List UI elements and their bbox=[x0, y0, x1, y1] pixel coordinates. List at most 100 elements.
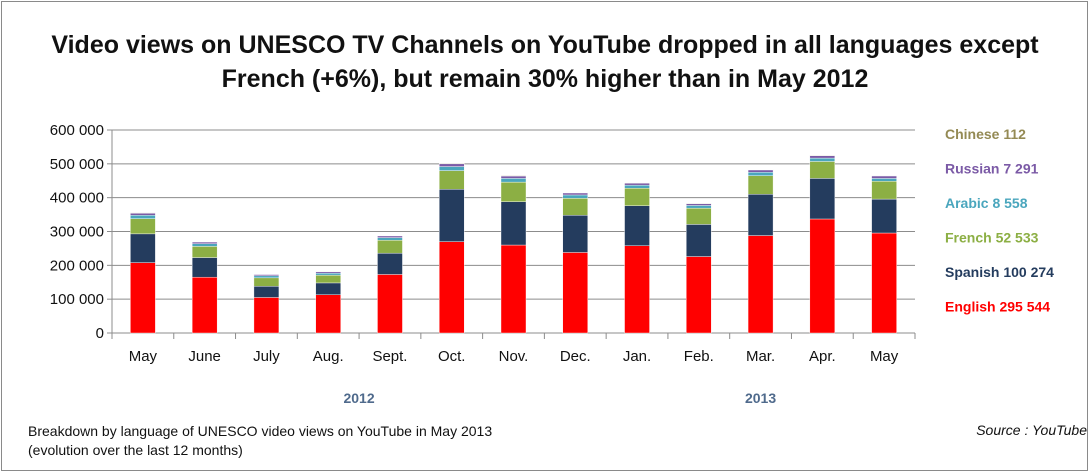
bar-segment-french bbox=[748, 176, 773, 195]
bar-segment-french bbox=[625, 188, 650, 206]
bar-segment-french bbox=[810, 161, 835, 178]
bar-segment-russian bbox=[563, 193, 588, 195]
y-tick-label: 400 000 bbox=[50, 190, 104, 207]
x-tick-label: Jan. bbox=[623, 348, 651, 365]
bar-segment-arabic bbox=[254, 276, 279, 278]
bar-segment-french bbox=[872, 181, 897, 199]
x-tick-label: Apr. bbox=[809, 348, 836, 365]
bar-segment-english bbox=[377, 274, 402, 333]
bar-segment-spanish bbox=[872, 199, 897, 233]
bar-segment-english bbox=[501, 245, 526, 333]
bar-segment-spanish bbox=[810, 178, 835, 219]
y-tick-label: 300 000 bbox=[50, 224, 104, 241]
bar-segment-spanish bbox=[686, 224, 711, 256]
x-tick-label: Sept. bbox=[372, 348, 407, 365]
year-labels: 2012 2013 bbox=[343, 390, 776, 406]
bar-segment-spanish bbox=[377, 253, 402, 274]
bar-segment-arabic bbox=[377, 238, 402, 241]
x-tick-label: Oct. bbox=[438, 348, 466, 365]
y-tick-label: 100 000 bbox=[50, 291, 104, 308]
bar-segment-english bbox=[130, 263, 155, 333]
bars bbox=[130, 155, 896, 333]
bar-segment-russian bbox=[192, 242, 217, 244]
bar-segment-english bbox=[625, 246, 650, 333]
bar-segment-english bbox=[254, 297, 279, 333]
bar-segment-english bbox=[563, 252, 588, 333]
bar-segment-spanish bbox=[563, 215, 588, 252]
x-tick-label: Nov. bbox=[499, 348, 529, 365]
bar-segment-russian bbox=[377, 236, 402, 238]
bar-segment-arabic bbox=[192, 244, 217, 247]
source-note: Source : YouTube bbox=[976, 422, 1087, 438]
bar-segment-english bbox=[192, 277, 217, 333]
bar-segment-russian bbox=[501, 176, 526, 178]
legend-entry: Chinese 112 bbox=[945, 126, 1026, 142]
x-tick-label: Aug. bbox=[313, 348, 344, 365]
bar-segment-english bbox=[686, 257, 711, 333]
bar-segment-spanish bbox=[748, 194, 773, 235]
x-tick-label: Feb. bbox=[684, 348, 714, 365]
y-tick-label: 500 000 bbox=[50, 156, 104, 173]
legend-entry: Arabic 8 558 bbox=[945, 195, 1028, 211]
bar-segment-french bbox=[130, 219, 155, 234]
x-tick-label: May bbox=[870, 348, 899, 365]
y-axis-ticks: 0 100 000 200 000 300 000 400 000 500 000 600 … bbox=[50, 122, 112, 342]
caption-line-2: (evolution over the last 12 months) bbox=[28, 441, 492, 460]
bar-segment-arabic bbox=[501, 178, 526, 182]
bar-segment-russian bbox=[316, 272, 341, 273]
year-label: 2013 bbox=[745, 390, 776, 406]
bar-segment-french bbox=[501, 182, 526, 202]
bar-segment-russian bbox=[748, 170, 773, 172]
bar-segment-english bbox=[810, 219, 835, 333]
bar-segment-french bbox=[316, 275, 341, 283]
bar-segment-arabic bbox=[748, 172, 773, 175]
legend-entry: Spanish 100 274 bbox=[945, 264, 1054, 280]
x-tick-label: June bbox=[188, 348, 221, 365]
bar-segment-spanish bbox=[254, 286, 279, 297]
bar-segment-spanish bbox=[192, 258, 217, 278]
bar-segment-spanish bbox=[130, 234, 155, 263]
bar-segment-spanish bbox=[439, 189, 464, 241]
bar-segment-english bbox=[872, 233, 897, 333]
bar-segment-french bbox=[439, 171, 464, 190]
bar-segment-spanish bbox=[501, 202, 526, 245]
y-tick-label: 200 000 bbox=[50, 257, 104, 274]
caption-line-1: Breakdown by language of UNESCO video vi… bbox=[28, 422, 492, 441]
bar-segment-russian bbox=[872, 176, 897, 178]
bar-segment-russian bbox=[439, 164, 464, 167]
bar-segment-chinese bbox=[439, 163, 464, 164]
year-label: 2012 bbox=[343, 390, 374, 406]
bar-segment-english bbox=[439, 242, 464, 333]
x-tick-label: Dec. bbox=[560, 348, 591, 365]
bar-segment-russian bbox=[686, 204, 711, 206]
bar-segment-french bbox=[192, 246, 217, 257]
bar-segment-russian bbox=[810, 156, 835, 158]
bar-segment-arabic bbox=[872, 178, 897, 181]
bar-segment-french bbox=[254, 278, 279, 286]
x-tick-label: Mar. bbox=[746, 348, 775, 365]
bar-segment-french bbox=[377, 240, 402, 253]
y-tick-label: 0 bbox=[96, 325, 104, 342]
bar-segment-russian bbox=[254, 274, 279, 275]
chart-caption: Breakdown by language of UNESCO video vi… bbox=[28, 422, 492, 460]
bar-segment-english bbox=[316, 295, 341, 333]
bar-segment-french bbox=[686, 208, 711, 224]
bar-segment-spanish bbox=[625, 206, 650, 246]
legend-entry: English 295 544 bbox=[945, 299, 1050, 315]
bar-segment-english bbox=[748, 236, 773, 333]
bar-segment-chinese bbox=[501, 176, 526, 177]
bar-segment-arabic bbox=[625, 185, 650, 188]
bar-segment-arabic bbox=[810, 158, 835, 161]
bar-segment-french bbox=[563, 198, 588, 215]
x-tick-label: May bbox=[129, 348, 158, 365]
bar-segment-russian bbox=[130, 213, 155, 215]
y-tick-label: 600 000 bbox=[50, 122, 104, 139]
bar-segment-russian bbox=[625, 183, 650, 185]
bar-segment-arabic bbox=[130, 215, 155, 218]
bar-segment-arabic bbox=[563, 195, 588, 198]
bar-segment-arabic bbox=[686, 205, 711, 208]
legend-entry: Russian 7 291 bbox=[945, 161, 1039, 177]
